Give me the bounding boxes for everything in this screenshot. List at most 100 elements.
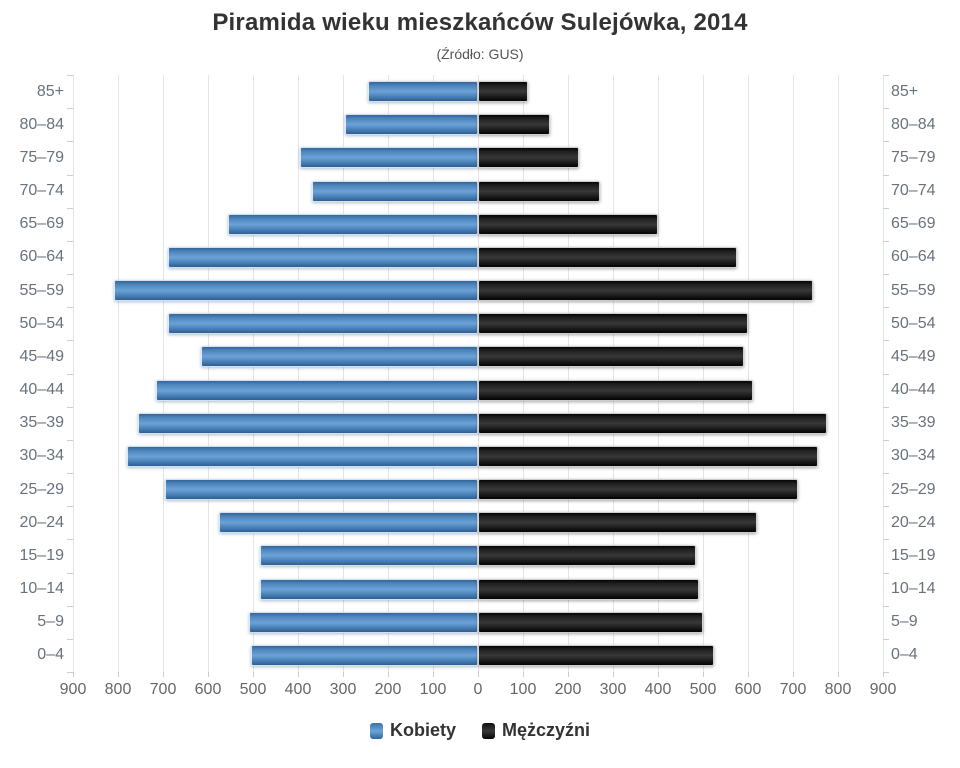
x-axis-label-2: 700 [149,681,177,698]
y-axis-tick-left [67,672,73,673]
age-label-left-0–4: 0–4 [37,646,64,664]
x-axis-label-16: 700 [779,681,807,698]
x-axis-tick [883,672,884,677]
age-label-left-10–14: 10–14 [19,580,65,598]
age-label-right-85+: 85+ [891,82,919,100]
bar-kobiety-85+[interactable] [367,81,478,103]
age-label-right-15–19: 15–19 [891,546,936,564]
y-axis-tick-left [67,506,73,508]
age-label-right-75–79: 75–79 [891,148,936,166]
bar-kobiety-0–4[interactable] [250,644,478,666]
age-label-left-75–79: 75–79 [19,148,65,166]
bar-mezczyzni-35–39[interactable] [478,412,827,434]
y-axis-tick-left [67,373,73,375]
bar-mezczyzni-45–49[interactable] [478,346,744,368]
bar-kobiety-70–74[interactable] [311,180,478,202]
y-axis-tick-left [67,605,73,607]
bar-kobiety-40–44[interactable] [156,379,478,401]
age-label-left-15–19: 15–19 [19,546,65,564]
bar-mezczyzni-70–74[interactable] [478,180,600,202]
bar-mezczyzni-10–14[interactable] [478,578,699,600]
age-label-left-25–29: 25–29 [19,480,65,498]
age-label-left-35–39: 35–39 [19,414,65,432]
x-axis-label-5: 400 [284,681,312,698]
bar-kobiety-60–64[interactable] [167,246,478,268]
bar-mezczyzni-75–79[interactable] [478,147,580,169]
x-axis-label-9: 0 [473,681,483,698]
bar-kobiety-20–24[interactable] [219,512,478,534]
y-axis-tick-left [67,340,73,342]
plot-area [73,75,884,672]
bar-kobiety-15–19[interactable] [259,545,478,567]
x-axis-tick [748,672,749,677]
y-axis-tick-right [883,506,889,508]
bar-mezczyzni-15–19[interactable] [478,545,697,567]
bar-kobiety-30–34[interactable] [127,445,478,467]
age-label-left-70–74: 70–74 [19,182,65,200]
bar-mezczyzni-60–64[interactable] [478,246,737,268]
y-axis-tick-left [67,539,73,541]
x-axis-tick [658,672,659,677]
bar-mezczyzni-0–4[interactable] [478,644,715,666]
age-label-left-55–59: 55–59 [19,281,65,299]
x-axis-tick [208,672,209,677]
age-label-right-20–24: 20–24 [891,513,936,531]
bar-mezczyzni-85+[interactable] [478,81,528,103]
bar-kobiety-75–79[interactable] [300,147,478,169]
legend-marker-kobiety-icon [369,722,383,739]
bar-mezczyzni-30–34[interactable] [478,445,818,467]
gridline [433,75,434,672]
bar-kobiety-55–59[interactable] [113,280,478,302]
y-axis-tick-right [883,638,889,640]
gridline [838,75,839,672]
y-axis-tick-right [883,75,889,76]
x-axis-tick [613,672,614,677]
bar-mezczyzni-25–29[interactable] [478,479,798,501]
chart-title: Piramida wieku mieszkańców Sulejówka, 20… [212,9,748,36]
y-axis-tick-left [67,439,73,441]
y-axis-tick-left [67,473,73,474]
bar-kobiety-65–69[interactable] [228,213,478,235]
bar-kobiety-45–49[interactable] [201,346,478,368]
gridline [748,75,749,672]
bar-mezczyzni-50–54[interactable] [478,313,748,335]
bar-kobiety-25–29[interactable] [165,479,478,501]
bar-mezczyzni-5–9[interactable] [478,611,703,633]
age-label-right-40–44: 40–44 [891,381,936,399]
x-axis-label-11: 200 [554,681,582,698]
bar-mezczyzni-55–59[interactable] [478,280,814,302]
legend-item-mezczyzni[interactable]: Mężczyźni [481,720,591,741]
age-label-right-45–49: 45–49 [891,347,936,365]
legend-label-mezczyzni: Mężczyźni [501,720,591,740]
bar-mezczyzni-65–69[interactable] [478,213,658,235]
gridline [343,75,344,672]
age-label-left-60–64: 60–64 [19,248,65,266]
x-axis-tick [703,672,704,677]
y-axis-tick-right [883,274,889,275]
bar-mezczyzni-20–24[interactable] [478,512,757,534]
bar-kobiety-80–84[interactable] [345,114,478,136]
gridline [568,75,569,672]
x-axis-label-18: 900 [869,681,897,698]
x-axis-tick [118,672,119,677]
y-axis-tick-right [883,672,889,673]
bar-mezczyzni-40–44[interactable] [478,379,753,401]
bar-kobiety-50–54[interactable] [167,313,478,335]
gridline [208,75,209,672]
x-axis-label-0: 900 [59,681,87,698]
bar-kobiety-5–9[interactable] [248,611,478,633]
bar-kobiety-35–39[interactable] [138,412,478,434]
x-axis-tick [388,672,389,677]
x-axis-label-6: 300 [329,681,357,698]
bar-kobiety-10–14[interactable] [259,578,478,600]
x-axis-label-10: 100 [509,681,537,698]
age-label-right-65–69: 65–69 [891,215,936,233]
legend-marker-mezczyzni-icon [481,722,495,739]
x-axis-label-12: 300 [599,681,627,698]
bar-mezczyzni-80–84[interactable] [478,114,550,136]
y-axis-tick-right [883,572,889,574]
age-label-left-80–84: 80–84 [19,115,65,133]
y-axis-tick-right [883,373,889,375]
legend-item-kobiety[interactable]: Kobiety [369,720,456,741]
